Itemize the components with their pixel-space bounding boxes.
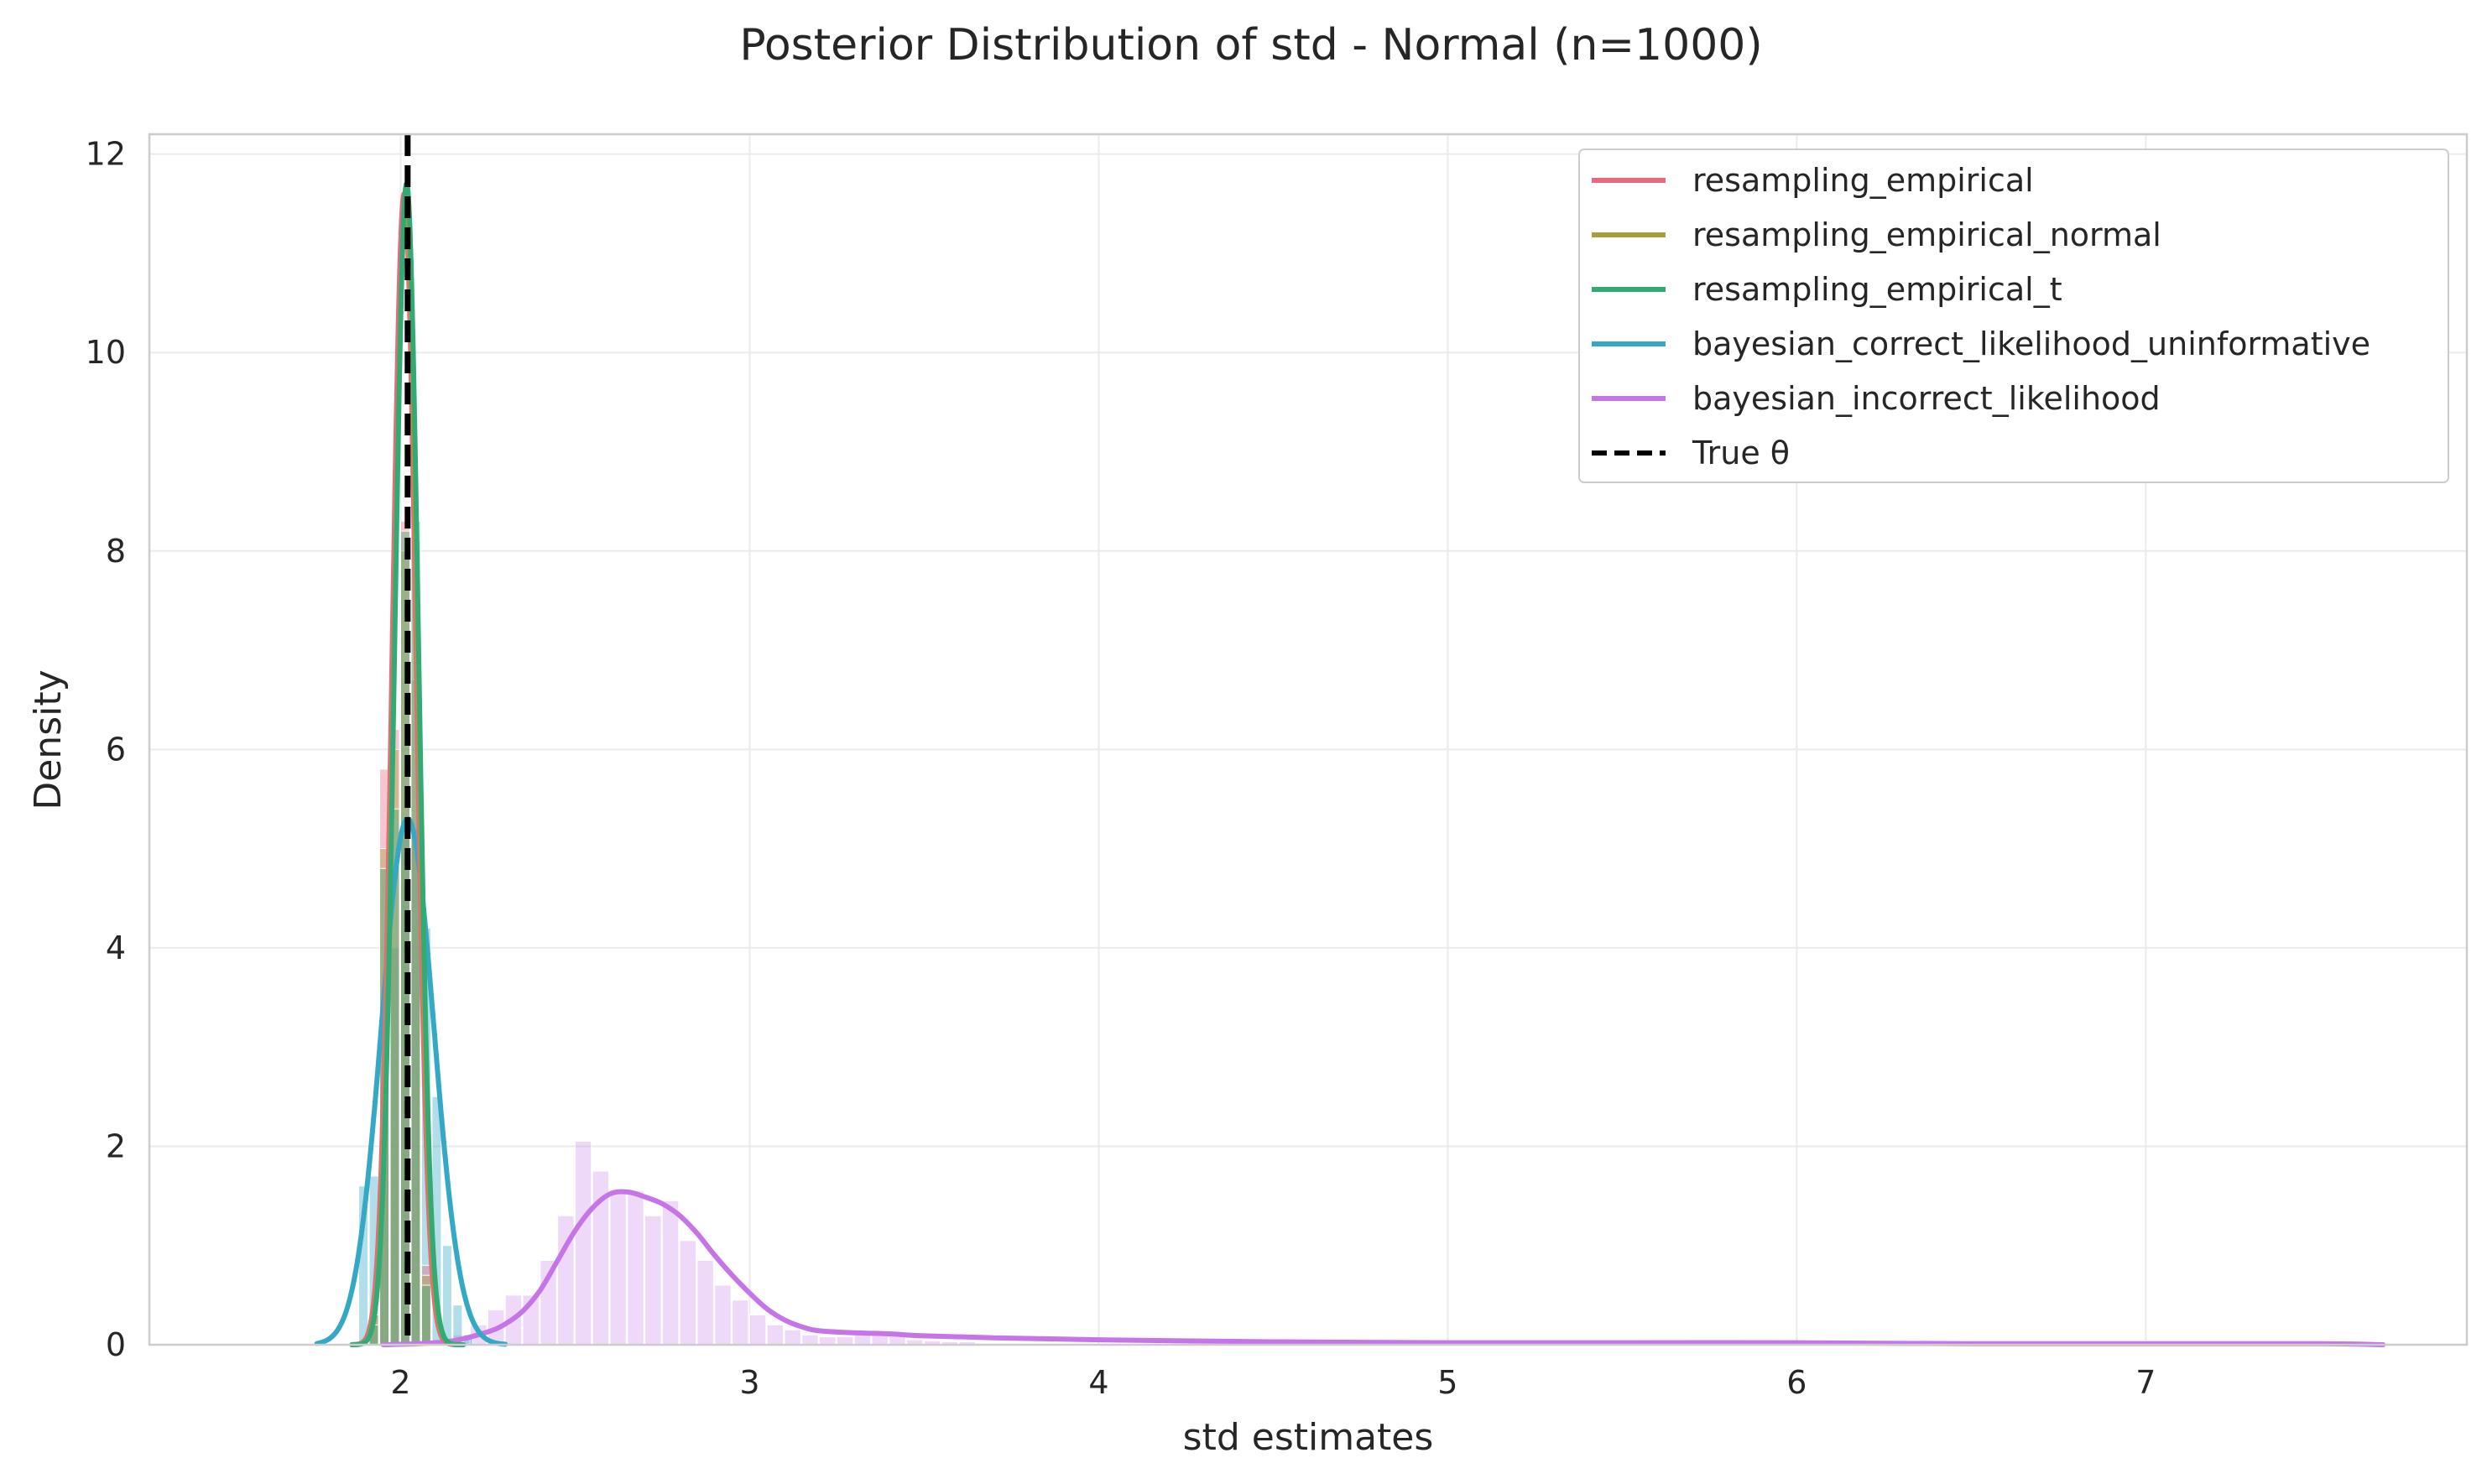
histogram-bar	[696, 1259, 714, 1346]
y-tick-label: 12	[86, 136, 126, 173]
y-tick-label: 0	[106, 1326, 126, 1363]
plot-frame	[148, 133, 2469, 1346]
histogram-bar	[420, 1284, 431, 1346]
y-tick-label: 10	[86, 334, 126, 371]
x-axis-label: std estimates	[1183, 1416, 1434, 1459]
histogram-bar	[609, 1190, 627, 1346]
chart-title: Posterior Distribution of std - Normal (…	[739, 20, 1762, 70]
x-tick-label: 5	[1437, 1364, 1457, 1401]
legend-label: bayesian_correct_likelihood_uninformativ…	[1692, 325, 2370, 362]
density-curves	[314, 181, 2386, 1347]
x-tick-label: 6	[1786, 1364, 1807, 1401]
histogram-bar	[661, 1200, 680, 1346]
y-tick-label: 2	[106, 1127, 126, 1164]
legend-label: resampling_empirical_t	[1692, 271, 2062, 308]
density-curve-bayesian-correct-likelihood-uninformative	[314, 816, 508, 1347]
x-tick-label: 2	[390, 1364, 410, 1401]
x-tick-label: 3	[739, 1364, 759, 1401]
histogram-bar	[732, 1299, 749, 1346]
y-tick-label: 8	[106, 533, 126, 570]
x-tick-label: 4	[1088, 1364, 1108, 1401]
density-curve-resampling-empirical-t	[349, 181, 467, 1347]
histogram-bar	[766, 1324, 785, 1346]
density-curve-bayesian-incorrect-likelihood	[380, 1189, 2386, 1347]
y-tick-label: 6	[106, 731, 126, 768]
histogram-bar	[819, 1336, 837, 1346]
histogram-bar	[574, 1141, 592, 1346]
histogram-bar	[784, 1329, 801, 1346]
histogram-bar	[679, 1240, 697, 1346]
legend-box	[1578, 148, 2449, 483]
histogram-bar	[644, 1215, 662, 1346]
histogram-bar	[748, 1315, 767, 1346]
x-tick-label: 7	[2135, 1364, 2156, 1401]
histogram-bar	[627, 1190, 644, 1346]
legend-label: resampling_empirical	[1692, 162, 2034, 199]
legend-label: True θ	[1692, 435, 1790, 471]
legend-label: resampling_empirical_normal	[1692, 216, 2161, 253]
legend-items: resampling_empirical resampling_empirical…	[1592, 162, 2370, 471]
legend-label: bayesian_incorrect_likelihood	[1692, 380, 2161, 417]
histogram-bar	[853, 1334, 872, 1346]
y-axis-ticks: 0 2 4 6 8 10 12	[86, 136, 126, 1363]
y-tick-label: 4	[106, 929, 126, 966]
x-axis-ticks: 2 3 4 5 6 7	[390, 1364, 2156, 1401]
histogram-bar	[871, 1334, 889, 1346]
legend: resampling_empirical resampling_empirical…	[1578, 148, 2449, 483]
y-axis-label: Density	[27, 669, 70, 810]
histogram-bar	[801, 1334, 819, 1346]
histogram-bar	[714, 1284, 732, 1346]
histogram-bar	[836, 1336, 854, 1346]
